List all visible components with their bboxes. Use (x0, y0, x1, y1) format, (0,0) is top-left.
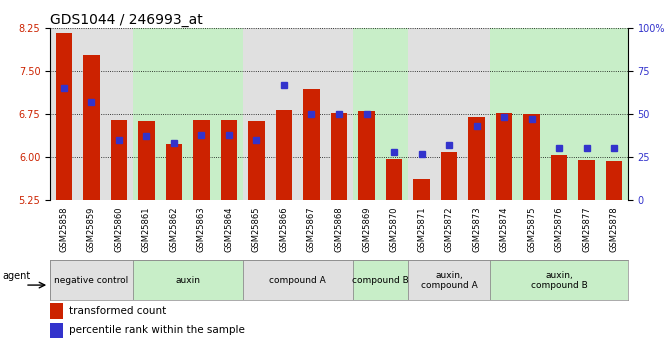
Text: auxin: auxin (175, 276, 200, 285)
Bar (50, 260, 133, 300)
Bar (50, 323, 63, 338)
Bar (303, 89, 320, 200)
Bar (138, 121, 155, 200)
Bar (468, 117, 485, 200)
Bar (578, 160, 595, 200)
Text: compound A: compound A (269, 276, 326, 285)
Bar (133, 28, 242, 200)
Text: agent: agent (3, 270, 31, 280)
Bar (353, 28, 407, 200)
Bar (386, 159, 402, 200)
Text: transformed count: transformed count (69, 306, 166, 315)
Bar (242, 28, 353, 200)
Bar (276, 110, 292, 200)
Bar (133, 260, 242, 300)
Text: GDS1044 / 246993_at: GDS1044 / 246993_at (50, 12, 203, 27)
Text: auxin,
compound B: auxin, compound B (531, 270, 588, 290)
Bar (111, 120, 127, 200)
Bar (331, 113, 347, 200)
Text: percentile rank within the sample: percentile rank within the sample (69, 325, 244, 335)
Bar (407, 260, 490, 300)
Bar (83, 55, 100, 200)
Bar (551, 155, 567, 200)
Bar (193, 120, 210, 200)
Bar (353, 260, 407, 300)
Bar (220, 120, 237, 200)
Bar (358, 111, 375, 200)
Bar (606, 161, 623, 200)
Text: compound B: compound B (352, 276, 409, 285)
Bar (50, 28, 133, 200)
Text: negative control: negative control (54, 276, 128, 285)
Bar (407, 28, 490, 200)
Bar (55, 33, 72, 200)
Bar (413, 179, 430, 200)
Bar (441, 152, 458, 200)
Bar (490, 28, 628, 200)
Bar (50, 303, 63, 319)
Bar (496, 113, 512, 200)
Bar (523, 114, 540, 200)
Bar (242, 260, 353, 300)
Bar (248, 121, 265, 200)
Text: auxin,
compound A: auxin, compound A (421, 270, 478, 290)
Bar (166, 144, 182, 200)
Bar (490, 260, 628, 300)
